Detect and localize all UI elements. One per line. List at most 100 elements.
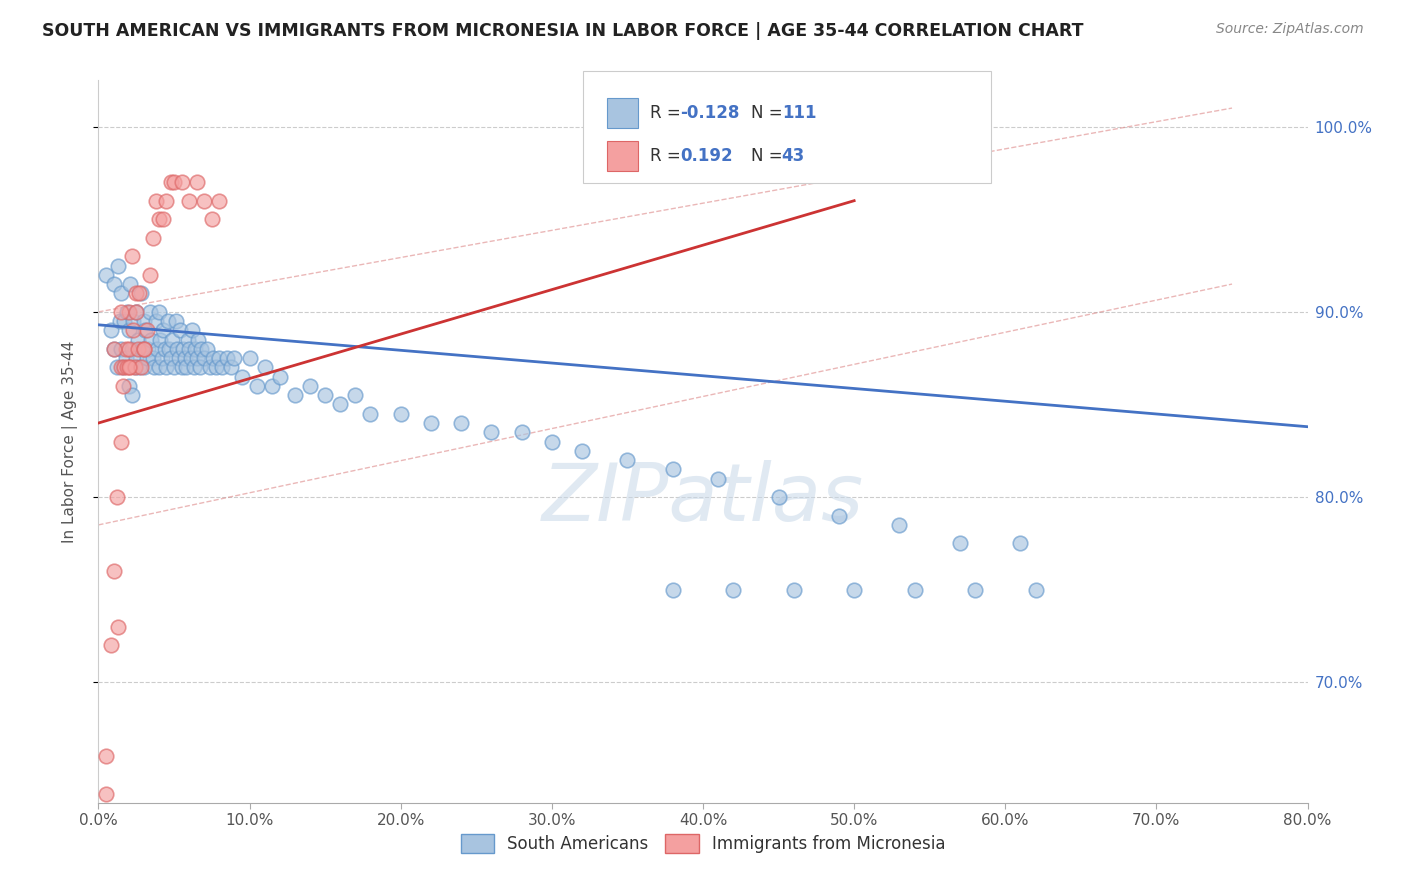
Point [450, 416, 472, 430]
Point [160, 351, 183, 366]
Point [181, 323, 204, 337]
Point [159, 342, 181, 356]
Point [108, 314, 131, 328]
Point [156, 314, 179, 328]
Point [118, 342, 141, 356]
Point [889, 517, 911, 532]
Point [208, 194, 231, 208]
Point [105, 360, 128, 375]
Text: Source: ZipAtlas.com: Source: ZipAtlas.com [1216, 22, 1364, 37]
Point [107, 259, 129, 273]
Point [193, 194, 215, 208]
Point [111, 379, 134, 393]
Text: 0.192: 0.192 [681, 147, 733, 165]
Point [187, 333, 209, 347]
Point [129, 286, 152, 301]
Point [152, 323, 174, 337]
Point [145, 314, 167, 328]
Point [193, 351, 215, 366]
Point [149, 333, 172, 347]
Point [94, 749, 117, 764]
Point [202, 351, 225, 366]
Point [173, 351, 195, 366]
Point [174, 360, 197, 375]
Point [768, 490, 790, 504]
Point [208, 351, 231, 366]
Point [134, 323, 156, 337]
Point [195, 342, 218, 356]
Point [211, 360, 233, 375]
Point [128, 360, 150, 375]
Point [179, 342, 201, 356]
Point [110, 305, 132, 319]
Point [176, 333, 198, 347]
Point [661, 582, 683, 597]
Point [1010, 536, 1032, 550]
Text: ZIPatlas: ZIPatlas [541, 460, 865, 539]
Point [148, 212, 170, 227]
Point [167, 351, 190, 366]
Point [965, 582, 987, 597]
Point [105, 490, 128, 504]
Point [160, 175, 183, 189]
Point [103, 342, 125, 356]
Point [246, 379, 269, 393]
Point [205, 360, 228, 375]
Point [723, 582, 745, 597]
Point [148, 305, 170, 319]
Point [661, 462, 683, 476]
Point [184, 342, 207, 356]
Point [510, 425, 533, 440]
Point [153, 342, 176, 356]
Legend: South Americans, Immigrants from Micronesia: South Americans, Immigrants from Microne… [454, 827, 952, 860]
Point [571, 443, 593, 458]
Point [100, 638, 122, 652]
Point [186, 351, 208, 366]
Text: -0.128: -0.128 [681, 104, 740, 122]
Point [783, 582, 806, 597]
Point [163, 175, 186, 189]
Point [110, 286, 132, 301]
Text: R =: R = [650, 104, 686, 122]
Point [155, 194, 177, 208]
Point [127, 333, 149, 347]
Point [120, 277, 142, 291]
Point [129, 360, 152, 375]
Point [707, 472, 730, 486]
Point [132, 342, 155, 356]
Point [141, 333, 163, 347]
Point [844, 582, 866, 597]
Point [344, 388, 367, 402]
Point [170, 175, 193, 189]
Text: SOUTH AMERICAN VS IMMIGRANTS FROM MICRONESIA IN LABOR FORCE | AGE 35-44 CORRELAT: SOUTH AMERICAN VS IMMIGRANTS FROM MICRON… [42, 22, 1084, 40]
Point [152, 212, 174, 227]
Point [239, 351, 262, 366]
Point [188, 360, 211, 375]
Point [904, 582, 927, 597]
Point [139, 268, 162, 282]
Point [110, 434, 132, 449]
Point [172, 342, 194, 356]
Point [150, 351, 173, 366]
Point [145, 194, 167, 208]
Text: 43: 43 [782, 147, 806, 165]
Point [215, 351, 238, 366]
Point [162, 333, 184, 347]
Point [186, 175, 208, 189]
Point [120, 360, 142, 375]
Text: R =: R = [650, 147, 686, 165]
Point [224, 351, 246, 366]
Point [200, 360, 222, 375]
Point [360, 407, 382, 421]
Point [166, 342, 188, 356]
Point [124, 360, 146, 375]
Point [231, 369, 253, 384]
Point [169, 323, 191, 337]
Point [103, 342, 125, 356]
Point [132, 314, 155, 328]
Point [221, 360, 243, 375]
Point [1024, 582, 1046, 597]
Point [118, 323, 141, 337]
Point [112, 314, 135, 328]
Point [110, 360, 132, 375]
